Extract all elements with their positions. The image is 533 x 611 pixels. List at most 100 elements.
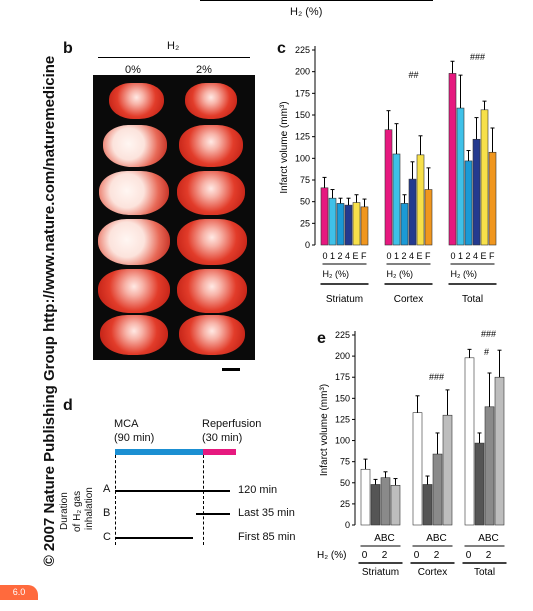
y-tick-label: 125 xyxy=(335,414,350,424)
scale-bar xyxy=(222,368,240,371)
h2-two-label: 2 xyxy=(382,550,388,561)
panel-b-col-right: 2% xyxy=(196,64,212,76)
h2-zero-label: 0 xyxy=(466,550,472,561)
significance-cortex: ### xyxy=(429,372,444,382)
brain-slice xyxy=(109,83,164,119)
y-tick-label: 150 xyxy=(295,110,310,120)
brain-slice xyxy=(98,219,170,265)
row-a-bar xyxy=(115,490,230,492)
group-name-label: Cortex xyxy=(418,567,447,578)
significance-total-2: # xyxy=(484,347,489,357)
brain-slice xyxy=(99,171,169,215)
abc-label: ABC xyxy=(374,533,395,544)
bar xyxy=(464,357,475,526)
brain-slice xyxy=(100,315,168,355)
duration-title-2: of H₂ gas xyxy=(72,490,83,532)
y-tick-label: 100 xyxy=(295,153,310,163)
side-credit: © 2007 Nature Publishing Group http://ww… xyxy=(41,55,58,567)
brain-slice-photo xyxy=(93,75,255,360)
brain-slice xyxy=(177,219,247,265)
row-c-bar xyxy=(115,537,193,539)
y-axis-label: Infarct volume (mm³) xyxy=(319,384,330,476)
y-tick-label: 200 xyxy=(295,67,310,77)
group-name-label: Striatum xyxy=(326,294,363,305)
panel-b-h2-title: H₂ xyxy=(167,40,180,52)
bar xyxy=(390,485,401,526)
page-mark: 6.0 xyxy=(0,585,38,600)
y-tick-label: 0 xyxy=(345,520,350,530)
panel-c-label: c xyxy=(277,40,286,57)
panel-b-title-rule xyxy=(98,57,250,58)
bar xyxy=(384,129,393,246)
mca-bar xyxy=(115,449,203,455)
y-tick-label: 175 xyxy=(295,88,310,98)
abc-label: ABC xyxy=(426,533,447,544)
bar xyxy=(488,151,497,246)
bar xyxy=(360,206,369,246)
group-h2-label: H₂ (%) xyxy=(323,269,350,279)
bar xyxy=(408,178,417,246)
start-dash xyxy=(115,455,116,545)
significance-total: ### xyxy=(470,52,485,62)
y-tick-label: 200 xyxy=(335,351,350,361)
bar xyxy=(424,189,433,246)
bar xyxy=(472,138,481,246)
significance-total: ### xyxy=(481,329,496,339)
panel-e-label: e xyxy=(317,330,326,347)
group-name-label: Total xyxy=(462,294,483,305)
abc-label: ABC xyxy=(478,533,499,544)
bar xyxy=(480,109,489,246)
y-tick-label: 225 xyxy=(295,45,310,55)
row-c-id: C xyxy=(103,531,111,543)
brain-slice xyxy=(179,125,243,167)
bar xyxy=(442,414,453,526)
y-tick-label: 225 xyxy=(335,330,350,340)
y-tick-label: 125 xyxy=(295,132,310,142)
y-tick-label: 75 xyxy=(300,175,310,185)
y-tick-label: 175 xyxy=(335,372,350,382)
bar xyxy=(370,484,381,526)
bar xyxy=(464,160,473,246)
brain-slice xyxy=(185,83,237,119)
bar xyxy=(474,442,485,526)
y-tick-label: 0 xyxy=(305,240,310,250)
top-rule xyxy=(200,0,433,1)
group-name-label: Total xyxy=(474,567,495,578)
bar xyxy=(320,187,329,246)
h2-prefix-label: H₂ (%) xyxy=(317,550,346,561)
bar xyxy=(456,107,465,246)
h2-two-label: 2 xyxy=(486,550,492,561)
bar xyxy=(392,153,401,246)
y-tick-label: 75 xyxy=(340,457,350,467)
bar xyxy=(400,203,409,246)
row-a-id: A xyxy=(103,483,111,495)
panel-b-col-left: 0% xyxy=(125,64,141,76)
bar xyxy=(484,406,495,526)
significance-cortex: ## xyxy=(408,70,418,80)
bar xyxy=(336,203,345,246)
y-axis-label: Infarct volume (mm³) xyxy=(279,101,290,193)
y-tick-label: 100 xyxy=(335,436,350,446)
bar xyxy=(432,453,443,526)
h2-zero-label: 0 xyxy=(414,550,420,561)
bar xyxy=(416,154,425,246)
y-tick-label: 50 xyxy=(300,197,310,207)
panel-b-label: b xyxy=(63,40,73,57)
reperfusion-label: Reperfusion xyxy=(202,418,262,430)
group-name-label: Striatum xyxy=(362,567,399,578)
top-header: H₂ (%) xyxy=(290,6,323,18)
group-ticks-label: 0 1 2 4 E F xyxy=(322,251,367,261)
duration-title-3: inhalation xyxy=(84,487,95,530)
y-tick-label: 50 xyxy=(340,478,350,488)
h2-zero-label: 0 xyxy=(362,550,368,561)
brain-slice xyxy=(177,171,245,215)
bar xyxy=(344,204,353,246)
duration-title-1: Duration xyxy=(59,492,70,530)
row-c-text: First 85 min xyxy=(238,531,296,543)
brain-slice xyxy=(179,315,245,355)
bar xyxy=(380,477,391,526)
group-name-label: Cortex xyxy=(394,294,423,305)
chart-e: Infarct volume (mm³) 0 25 50 75 100 125 150 175 2… xyxy=(317,329,507,578)
mca-duration: (90 min) xyxy=(114,432,155,444)
reperfusion-dash xyxy=(203,455,204,545)
